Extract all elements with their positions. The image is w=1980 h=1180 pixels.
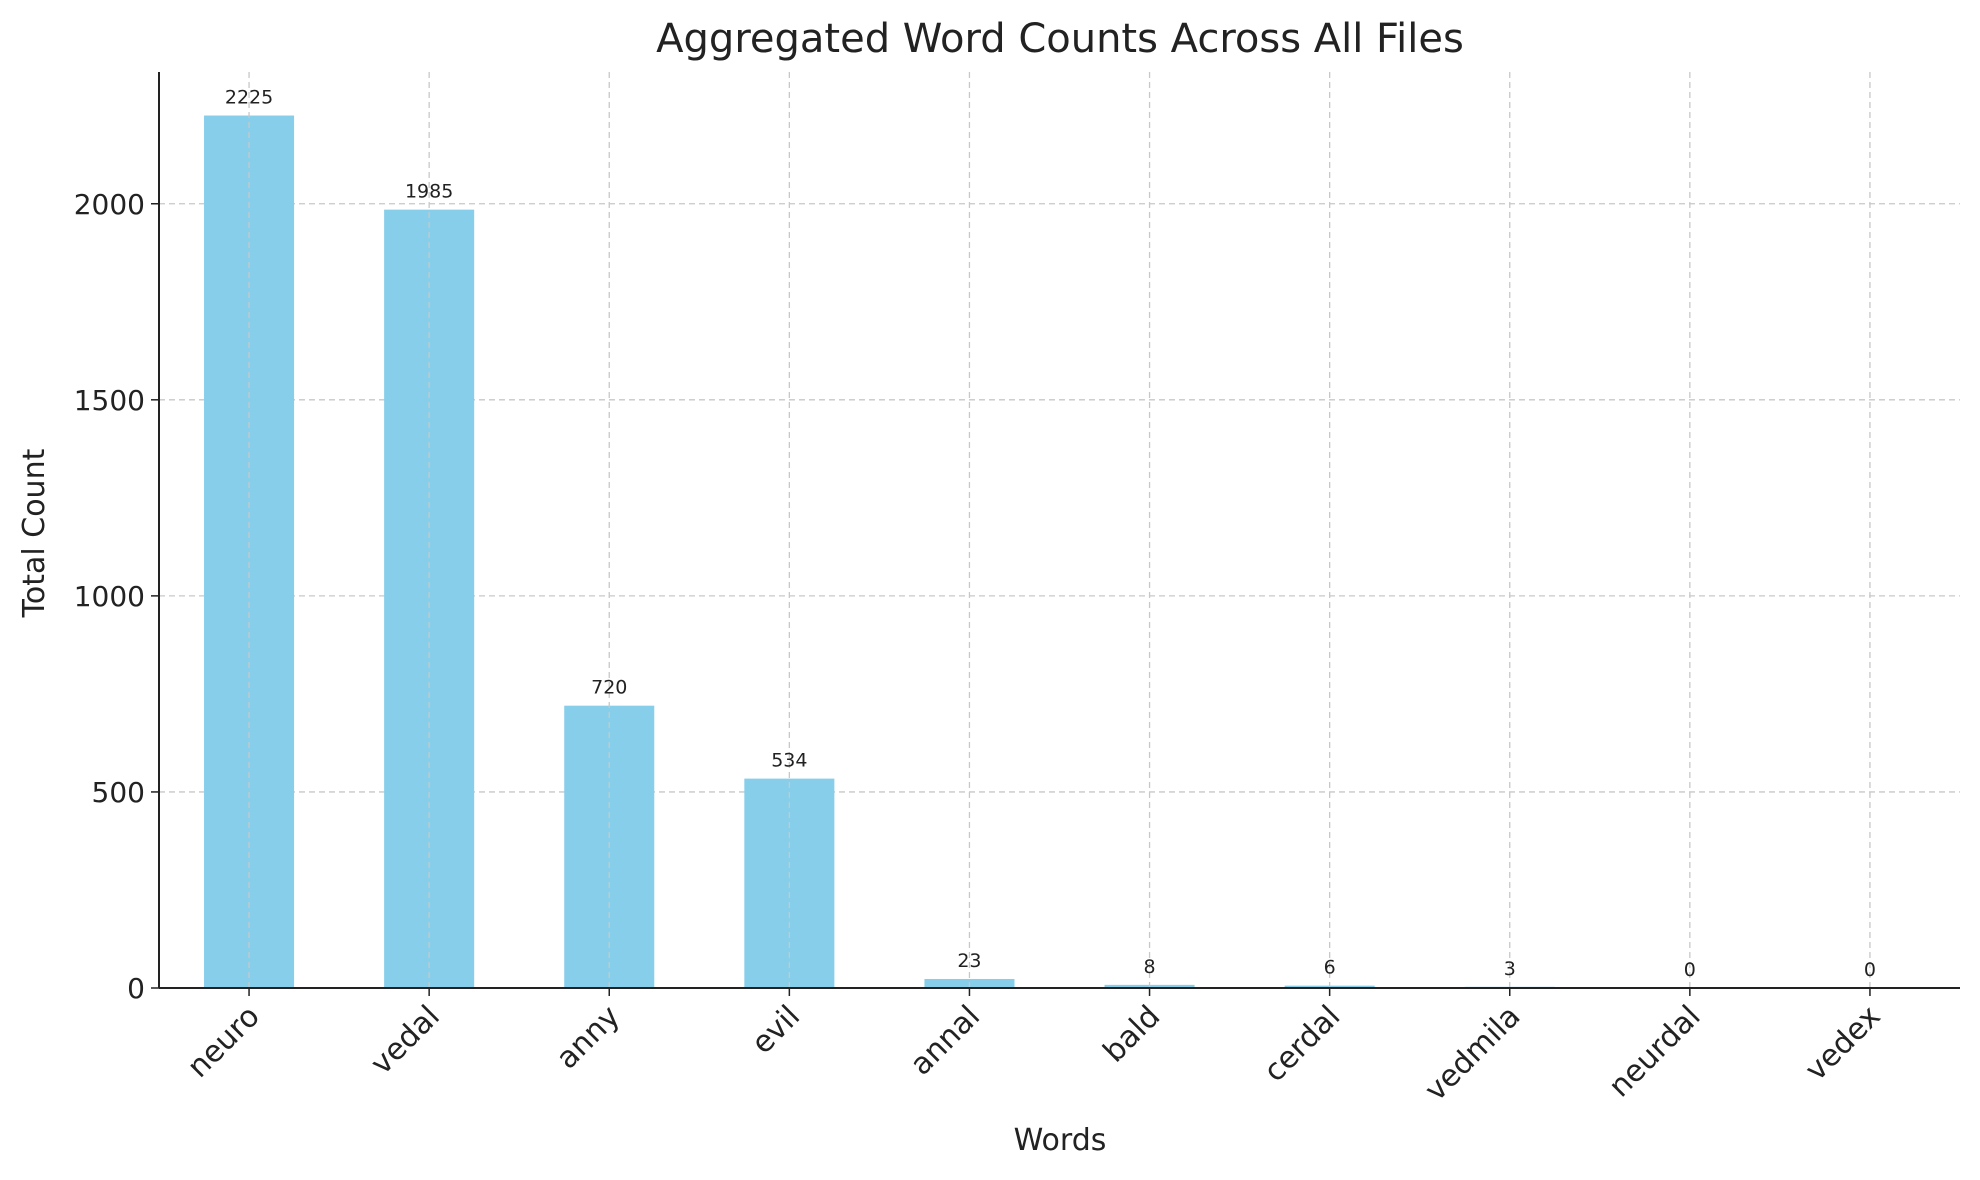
x-tick-label: annal	[904, 999, 988, 1083]
value-label: 0	[1684, 959, 1696, 981]
y-axis-label: Total Count	[17, 448, 52, 618]
x-tick-label: neuro	[181, 999, 267, 1085]
value-label: 2225	[225, 87, 273, 109]
y-tick-label: 2000	[74, 188, 145, 221]
x-axis-label: Words	[1014, 1123, 1107, 1158]
x-tick-label: cerdal	[1257, 999, 1347, 1089]
x-tick-label: vedex	[1799, 999, 1888, 1088]
value-label: 0	[1864, 959, 1876, 981]
value-label: 6	[1324, 957, 1336, 979]
y-tick-label: 1500	[74, 384, 145, 417]
value-label: 1985	[405, 181, 453, 203]
value-label: 720	[591, 677, 627, 699]
y-tick-label: 1000	[74, 580, 145, 613]
value-label: 534	[771, 750, 807, 772]
y-tick-label: 500	[92, 776, 145, 809]
x-tick-label: vedal	[364, 999, 447, 1082]
x-tick-label: vedmila	[1418, 999, 1527, 1108]
value-label: 3	[1504, 958, 1516, 980]
x-tick-label: anny	[550, 999, 627, 1076]
x-tick-label: bald	[1097, 999, 1168, 1070]
x-tick-label: evil	[745, 999, 807, 1061]
bar	[384, 209, 475, 989]
value-label: 23	[957, 950, 981, 972]
value-label: 8	[1144, 956, 1156, 978]
y-tick-label: 0	[127, 972, 145, 1005]
chart-title: Aggregated Word Counts Across All Files	[656, 16, 1464, 62]
x-tick-label: neurdal	[1602, 999, 1707, 1104]
